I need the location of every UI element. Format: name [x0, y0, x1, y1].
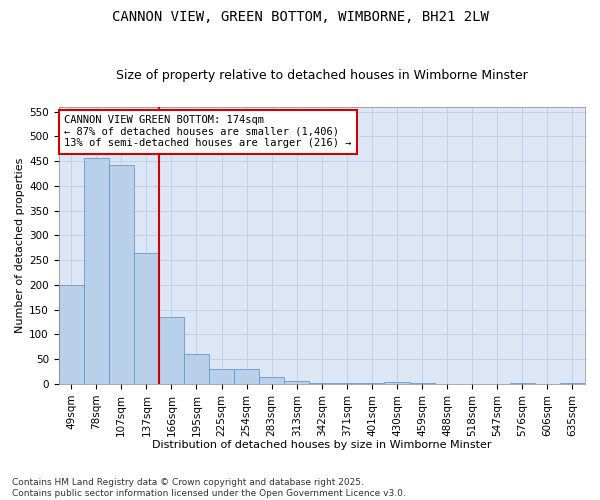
Bar [209, 369, 234, 384]
Bar [234, 369, 259, 384]
Title: Size of property relative to detached houses in Wimborne Minster: Size of property relative to detached ho… [116, 69, 527, 82]
Bar [359, 382, 385, 384]
Text: CANNON VIEW, GREEN BOTTOM, WIMBORNE, BH21 2LW: CANNON VIEW, GREEN BOTTOM, WIMBORNE, BH2… [112, 10, 488, 24]
X-axis label: Distribution of detached houses by size in Wimborne Minster: Distribution of detached houses by size … [152, 440, 491, 450]
Bar [334, 382, 359, 384]
Bar [84, 158, 109, 384]
Bar [309, 382, 334, 384]
Text: Contains HM Land Registry data © Crown copyright and database right 2025.
Contai: Contains HM Land Registry data © Crown c… [12, 478, 406, 498]
Y-axis label: Number of detached properties: Number of detached properties [15, 158, 25, 333]
Bar [259, 377, 284, 384]
Bar [184, 354, 209, 384]
Bar [134, 253, 159, 384]
Bar [109, 165, 134, 384]
Bar [284, 380, 309, 384]
Bar [385, 382, 410, 384]
Bar [59, 285, 84, 384]
Text: CANNON VIEW GREEN BOTTOM: 174sqm
← 87% of detached houses are smaller (1,406)
13: CANNON VIEW GREEN BOTTOM: 174sqm ← 87% o… [64, 115, 352, 148]
Bar [159, 317, 184, 384]
